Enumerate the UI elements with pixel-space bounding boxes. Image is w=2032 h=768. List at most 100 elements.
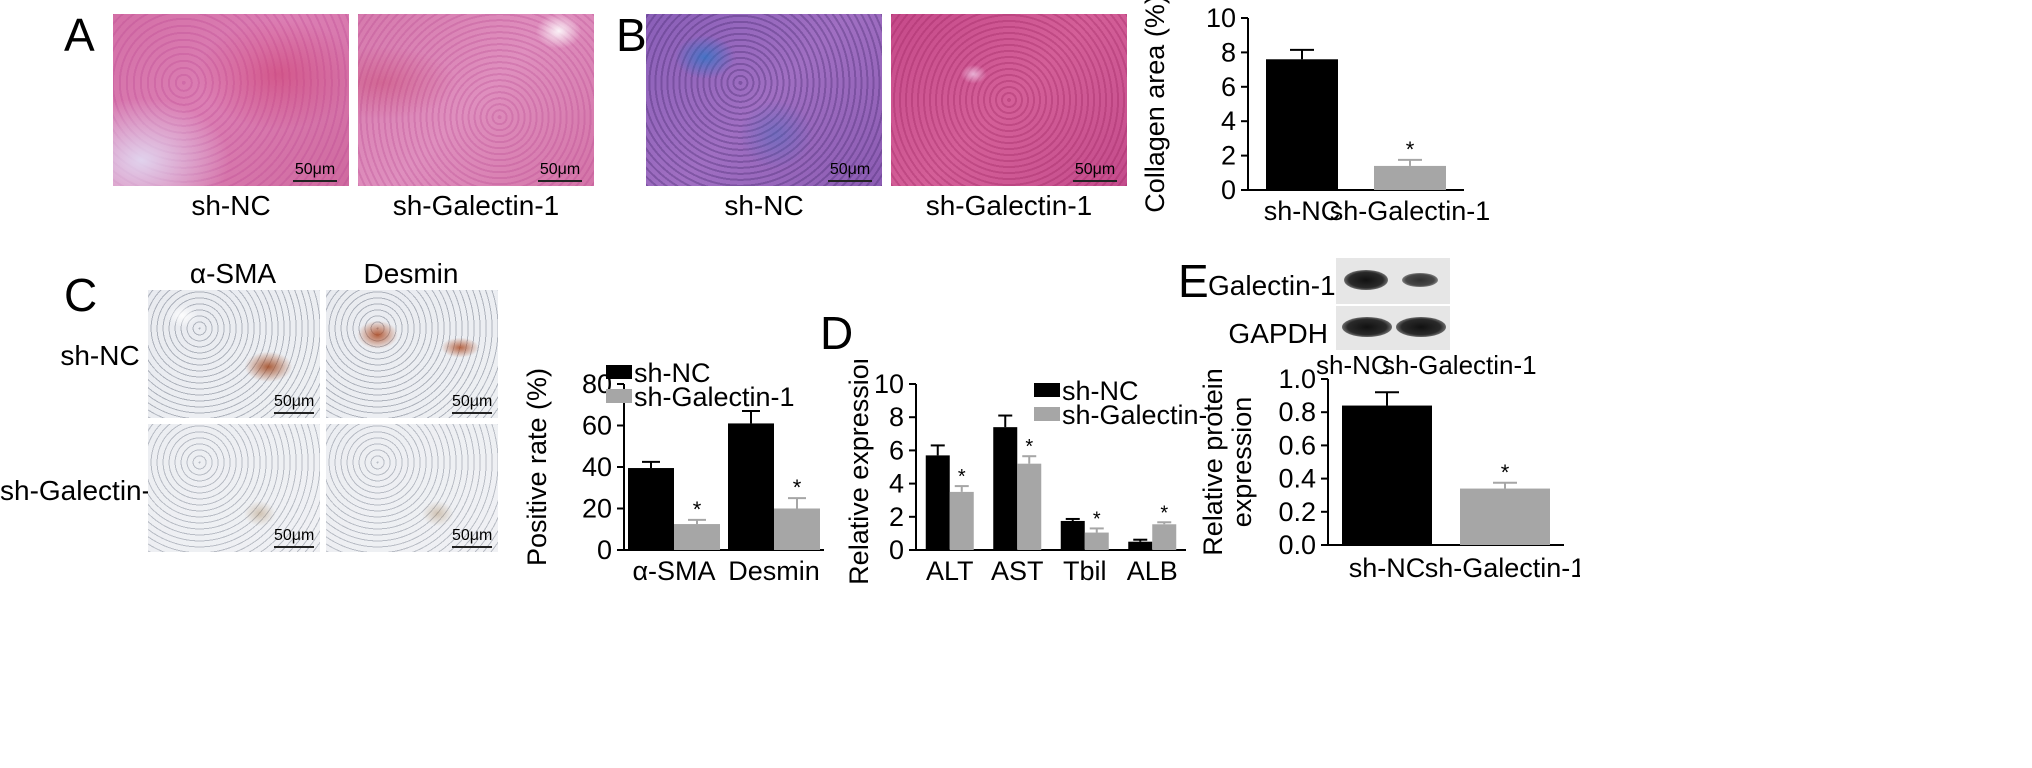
bar-sh-nc-sh-nc [1342, 405, 1432, 545]
y-tick-label: 60 [582, 411, 612, 441]
y-tick-label: 6 [889, 435, 904, 465]
y-tick-label: 8 [1221, 37, 1236, 67]
bar-sh-galectin-1-sh-galectin-1 [1374, 165, 1446, 190]
y-tick-label: 20 [582, 494, 612, 524]
bar-sh-nc-sh-nc [1266, 59, 1338, 190]
y-tick-label: 10 [1206, 3, 1236, 33]
he-micrograph-sh-nc: 50μm [113, 14, 349, 186]
caption-a-sh-nc: sh-NC [191, 190, 271, 221]
scale-bar: 50μm [1073, 161, 1117, 182]
significance-marker: * [793, 475, 802, 500]
blot-gapdh [1336, 306, 1450, 350]
scale-bar-label: 50μm [452, 393, 493, 410]
y-tick-label: 0 [1221, 175, 1236, 205]
x-tick-label: AST [991, 556, 1044, 586]
legend-swatch-sh-galectin-1 [1034, 407, 1060, 421]
x-tick-label: Desmin [728, 556, 820, 586]
ihc-header-desmin: Desmin [363, 258, 459, 289]
bar-alt-sh-nc [925, 455, 950, 550]
y-tick-label: 4 [889, 469, 904, 499]
blot-galectin-1 [1336, 258, 1450, 304]
scale-bar-label: 50μm [539, 161, 581, 178]
bar-ast-sh-galectin-1 [1017, 463, 1042, 550]
y-tick-label: 0 [597, 535, 612, 565]
scale-bar: 50μm [293, 161, 337, 182]
bar-tbil-sh-nc [1060, 520, 1085, 550]
y-tick-label: 6 [1221, 72, 1236, 102]
y-tick-label: 40 [582, 452, 612, 482]
panel-letter-b: B [616, 9, 647, 61]
bar-alb-sh-nc [1128, 541, 1153, 550]
x-tick-label: sh-Galectin-1 [1330, 196, 1490, 226]
significance-marker: * [693, 497, 702, 522]
ihc-header-alpha-sma: α-SMA [189, 258, 277, 289]
y-tick-label: 8 [889, 402, 904, 432]
bar-tbil-sh-galectin-1 [1084, 532, 1109, 550]
significance-marker: * [1025, 436, 1033, 458]
y-tick-label: 4 [1221, 106, 1236, 136]
x-tick-label: ALB [1127, 556, 1178, 586]
scale-bar-label: 50μm [829, 161, 871, 178]
ihc-desmin-sh-nc: 50μm [326, 290, 498, 418]
band-galectin-1-sh-nc [1344, 270, 1388, 290]
y-tick-label: 0 [889, 535, 904, 565]
scale-bar-label: 50μm [274, 527, 315, 544]
ihc-alpha-sma-sh-nc: 50μm [148, 290, 320, 418]
chart-relative-protein: 0.00.20.4 0.60.8 1.0 Relative protein expres… [1200, 365, 1580, 583]
ihc-row-label-sh-galectin-1: sh-Galectin-1 [0, 475, 167, 506]
masson-micrograph-sh-nc: 50μm [646, 14, 882, 186]
significance-marker: * [958, 466, 966, 488]
scale-bar-label: 50μm [274, 393, 315, 410]
blot-lane-sh-galectin-1: sh-Galectin-1 [1382, 350, 1537, 380]
scale-bar: 50μm [274, 527, 314, 548]
bar-ast-sh-nc [993, 427, 1018, 550]
ihc-row-label-sh-nc: sh-NC [60, 340, 140, 371]
bar-desmin-sh-nc [728, 423, 774, 550]
bar-alt-sh-galectin-1 [949, 491, 974, 550]
panel-letter-a: A [64, 9, 95, 61]
x-tick-label: sh-NC [1264, 196, 1341, 226]
y-tick-label: 0.8 [1278, 397, 1316, 427]
panel-letter-e: E [1178, 255, 1209, 307]
band-galectin-1-sh-galectin-1 [1402, 273, 1438, 287]
y-tick-label: 10 [874, 369, 904, 399]
blot-lane-sh-nc: sh-NC [1316, 350, 1390, 380]
y-axis-label: Collagen area (%) [1140, 0, 1170, 213]
scale-bar-label: 50μm [452, 527, 493, 544]
chart-collagen-area: 0 2 4 6 8 10 Collagen area (%) sh-NC * sh-Galecti… [1140, 0, 1490, 226]
masson-micrograph-sh-galectin-1: 50μm [891, 14, 1127, 186]
panel-letter-c: C [64, 269, 98, 321]
y-axis-label: Positive rate (%) [522, 368, 552, 566]
bar-sma-sh-galectin-1 [674, 524, 720, 550]
y-axis-label: expression [1227, 397, 1257, 528]
x-tick-label: ALT [926, 556, 974, 586]
ihc-desmin-sh-galectin-1: 50μm [326, 424, 498, 552]
y-axis-label: Relative protein [1200, 368, 1228, 556]
y-tick-label: 0.4 [1278, 464, 1316, 494]
y-tick-label: 2 [889, 502, 904, 532]
x-tick-label: Tbil [1063, 556, 1107, 586]
bar-sh-galectin-1-sh-galectin-1 [1460, 488, 1550, 545]
scale-bar: 50μm [538, 161, 582, 182]
ihc-alpha-sma-sh-galectin-1: 50μm [148, 424, 320, 552]
scale-bar-label: 50μm [294, 161, 336, 178]
x-tick-label: sh-Galectin-1 [1425, 553, 1580, 583]
he-micrograph-sh-galectin-1: 50μm [358, 14, 594, 186]
panel-letter-d: D [820, 307, 854, 359]
x-tick-label: α-SMA [632, 556, 715, 586]
caption-a-sh-galectin-1: sh-Galectin-1 [392, 190, 560, 221]
legend-label-sh-galectin-1: sh-Galectin-1 [1062, 400, 1206, 430]
legend-label-sh-nc: sh-NC [634, 360, 711, 388]
legend-swatch-sh-nc [1034, 383, 1060, 397]
legend-swatch-sh-nc [606, 365, 632, 379]
scale-bar: 50μm [452, 527, 492, 548]
scale-bar: 50μm [452, 393, 492, 414]
blot-label-gapdh: GAPDH [1228, 318, 1328, 349]
scale-bar: 50μm [274, 393, 314, 414]
band-gapdh-sh-galectin-1 [1396, 317, 1446, 337]
y-tick-label: 1.0 [1278, 365, 1316, 394]
blot-label-galectin-1: Galectin-1 [1208, 270, 1336, 301]
x-tick-label: sh-NC [1349, 553, 1426, 583]
significance-marker: * [1093, 508, 1101, 530]
